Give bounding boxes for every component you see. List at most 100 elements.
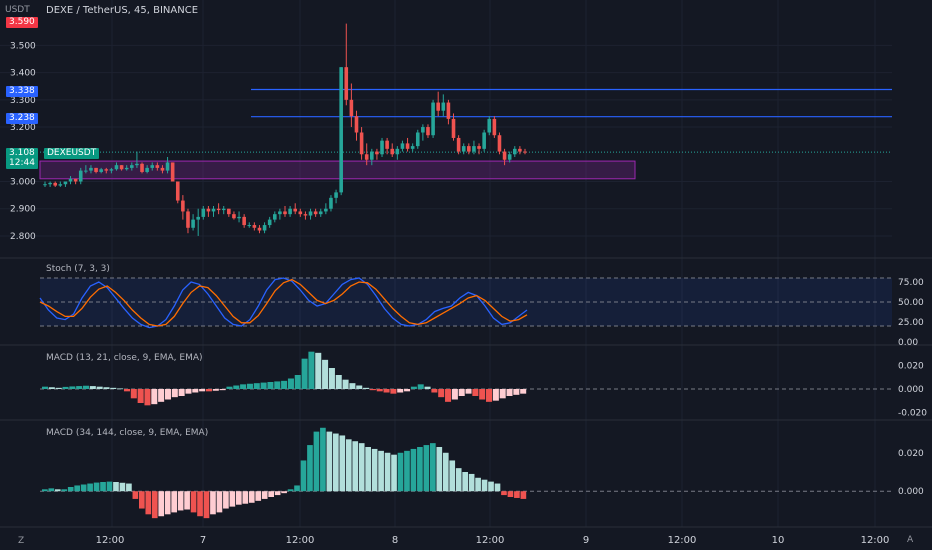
candle-body <box>380 140 384 155</box>
macd1-bar <box>513 389 520 395</box>
macd2-bar <box>229 491 236 507</box>
x-tick-label: 12:00 <box>95 535 125 546</box>
macd2-bar <box>236 491 242 505</box>
x-tick-label: 12:00 <box>285 535 315 546</box>
macd1-bar <box>438 389 445 398</box>
macd2-y-tick: 0.000 <box>898 487 924 497</box>
candle-body <box>272 214 277 220</box>
macd2-bar <box>145 491 152 515</box>
x-tick-label: 12:00 <box>475 535 505 546</box>
macd1-bar <box>192 389 199 393</box>
candle-body <box>318 211 323 215</box>
price-tag-top: 3.590 <box>6 17 38 28</box>
macd2-bar <box>430 443 436 492</box>
candle-body <box>390 148 395 155</box>
macd1-bar <box>486 389 493 402</box>
candle-body <box>206 208 211 212</box>
macd2-bar <box>501 491 507 496</box>
macd2-title[interactable]: MACD (34, 144, close, 9, EMA, EMA) <box>46 428 209 438</box>
macd1-bar <box>390 389 397 394</box>
candle-body <box>441 102 446 111</box>
macd2-bar <box>287 489 294 492</box>
macd2-bar <box>455 468 462 492</box>
macd2-bar <box>119 482 126 492</box>
x-tick-label: 12:00 <box>667 535 697 546</box>
macd1-bar <box>335 375 342 389</box>
macd2-bar <box>274 491 281 496</box>
candle-body <box>395 148 400 155</box>
stoch-title[interactable]: Stoch (7, 3, 3) <box>46 264 110 274</box>
candle-body <box>497 135 502 152</box>
macd1-bar <box>240 384 247 389</box>
candle-body <box>84 170 88 172</box>
auto-scale-button[interactable]: A <box>907 535 914 545</box>
candle-body <box>99 169 103 172</box>
macd2-bar <box>106 481 113 492</box>
macd2-bar <box>475 477 481 492</box>
macd2-bar <box>307 445 313 492</box>
left-corner-icon[interactable]: Z <box>18 536 25 546</box>
chart-title[interactable]: DEXE / TetherUS, 45, BINANCE <box>46 5 199 16</box>
macd2-bar <box>378 450 384 492</box>
candle-body <box>155 165 160 168</box>
macd1-bar <box>137 389 144 403</box>
macd1-bar <box>520 389 527 394</box>
macd2-bar <box>242 491 249 504</box>
macd2-bar <box>248 491 255 503</box>
macd2-bar <box>171 491 177 513</box>
candle-body <box>58 184 63 186</box>
candle-body <box>375 151 379 155</box>
candle-body <box>130 165 134 168</box>
macd2-bar <box>345 439 352 492</box>
y-tick-label: 2.900 <box>10 205 36 215</box>
candle-body <box>247 225 252 227</box>
macd2-bar <box>481 479 488 492</box>
macd2-bar <box>436 447 443 492</box>
macd2-bar <box>210 491 216 515</box>
macd1-bar <box>451 389 458 400</box>
macd1-bar <box>506 389 513 396</box>
candle-body <box>262 225 267 231</box>
macd1-bar <box>431 389 438 393</box>
macd2-bar <box>74 485 80 492</box>
y-tick-label: 2.800 <box>10 232 36 242</box>
x-tick-label: 9 <box>582 535 590 546</box>
macd1-bar <box>267 382 274 389</box>
macd1-bar <box>417 384 424 389</box>
macd1-bar <box>472 389 479 396</box>
macd2-bar <box>326 431 333 492</box>
candle-body <box>201 208 206 217</box>
candle-body <box>175 181 180 201</box>
candle-body <box>426 127 430 136</box>
macd2-bar <box>520 491 527 499</box>
macd1-bar <box>82 385 90 389</box>
macd1-bar <box>69 386 76 389</box>
macd2-bar <box>132 491 139 499</box>
macd2-bar <box>384 452 391 492</box>
candle-body <box>364 154 369 160</box>
macd1-bar <box>445 389 452 402</box>
macd1-bar <box>404 389 411 392</box>
macd1-bar <box>233 385 240 389</box>
candle-body <box>303 214 308 216</box>
macd2-bar <box>197 491 203 517</box>
candle-body <box>354 116 359 133</box>
macd1-title[interactable]: MACD (13, 21, close, 9, EMA, EMA) <box>46 353 203 363</box>
macd1-bar <box>465 389 472 394</box>
macd1-bar <box>287 378 294 389</box>
macd2-bar <box>126 483 132 492</box>
candle-body <box>518 148 522 152</box>
candle-body <box>267 219 272 226</box>
macd2-bar <box>48 488 55 492</box>
candle-body <box>349 99 354 117</box>
macd1-bar <box>205 389 212 392</box>
macd1-bar <box>219 389 226 391</box>
candle-body <box>431 102 435 136</box>
price-tag-last: 3.108 <box>6 148 38 159</box>
macd1-bar <box>158 389 165 402</box>
macd2-bar <box>391 454 397 492</box>
macd1-y-tick: 0.000 <box>898 385 924 395</box>
candle-body <box>421 127 425 133</box>
price-tag-countdown: 12:44 <box>6 158 38 169</box>
